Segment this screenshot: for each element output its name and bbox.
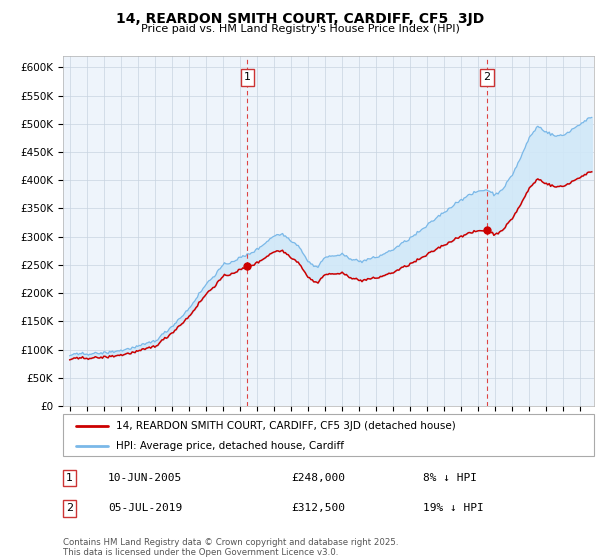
Text: Contains HM Land Registry data © Crown copyright and database right 2025.
This d: Contains HM Land Registry data © Crown c… xyxy=(63,538,398,557)
Text: 2: 2 xyxy=(66,503,73,514)
Text: 05-JUL-2019: 05-JUL-2019 xyxy=(108,503,182,514)
Text: £312,500: £312,500 xyxy=(291,503,345,514)
Text: 10-JUN-2005: 10-JUN-2005 xyxy=(108,473,182,483)
Text: 14, REARDON SMITH COURT, CARDIFF, CF5  3JD: 14, REARDON SMITH COURT, CARDIFF, CF5 3J… xyxy=(116,12,484,26)
Text: 8% ↓ HPI: 8% ↓ HPI xyxy=(423,473,477,483)
Text: 1: 1 xyxy=(66,473,73,483)
Text: HPI: Average price, detached house, Cardiff: HPI: Average price, detached house, Card… xyxy=(116,441,344,451)
Text: 2: 2 xyxy=(484,72,491,82)
FancyBboxPatch shape xyxy=(63,414,594,456)
Text: Price paid vs. HM Land Registry's House Price Index (HPI): Price paid vs. HM Land Registry's House … xyxy=(140,24,460,34)
Text: 14, REARDON SMITH COURT, CARDIFF, CF5 3JD (detached house): 14, REARDON SMITH COURT, CARDIFF, CF5 3J… xyxy=(116,421,456,431)
Text: £248,000: £248,000 xyxy=(291,473,345,483)
Text: 1: 1 xyxy=(244,72,251,82)
Text: 19% ↓ HPI: 19% ↓ HPI xyxy=(423,503,484,514)
